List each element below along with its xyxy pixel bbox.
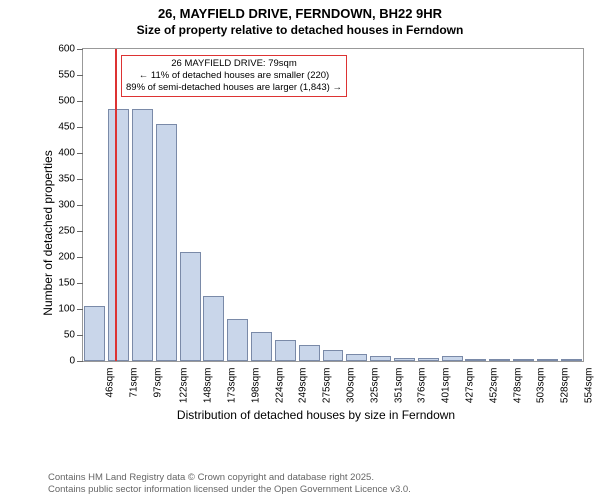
x-tick-label: 275sqm [321, 368, 332, 404]
histogram-bar [132, 109, 153, 361]
annotation-line-3: 89% of semi-detached houses are larger (… [126, 82, 342, 94]
y-tick [77, 205, 83, 206]
footer-line-1: Contains HM Land Registry data © Crown c… [48, 472, 411, 484]
histogram-bar [418, 358, 439, 361]
histogram-bar [323, 350, 344, 361]
annotation-line-2: ← 11% of detached houses are smaller (22… [126, 70, 342, 82]
x-tick-label: 122sqm [179, 368, 190, 404]
page-subtitle: Size of property relative to detached ho… [0, 23, 600, 39]
histogram-bar [180, 252, 201, 361]
histogram-bar [394, 358, 415, 361]
y-tick [77, 127, 83, 128]
y-tick-label: 600 [47, 44, 75, 55]
y-tick-label: 550 [47, 70, 75, 81]
x-tick-label: 376sqm [417, 368, 428, 404]
x-tick-label: 46sqm [104, 368, 115, 398]
y-tick-label: 150 [47, 278, 75, 289]
y-tick-label: 500 [47, 96, 75, 107]
y-tick [77, 283, 83, 284]
y-tick-label: 450 [47, 122, 75, 133]
y-tick-label: 100 [47, 304, 75, 315]
y-tick [77, 153, 83, 154]
histogram-bar [561, 359, 582, 361]
histogram-bar [489, 359, 510, 361]
histogram-bar [156, 124, 177, 361]
histogram-bar [275, 340, 296, 361]
x-tick-label: 401sqm [441, 368, 452, 404]
y-tick-label: 0 [47, 356, 75, 367]
histogram-bar [537, 359, 558, 361]
x-axis-label: Distribution of detached houses by size … [177, 408, 455, 422]
y-tick-label: 400 [47, 148, 75, 159]
x-tick-label: 325sqm [369, 368, 380, 404]
chart-container: 26, MAYFIELD DRIVE, FERNDOWN, BH22 9HR S… [0, 0, 600, 500]
x-tick-label: 452sqm [488, 368, 499, 404]
x-tick-label: 478sqm [512, 368, 523, 404]
y-tick [77, 49, 83, 50]
histogram-bar [84, 306, 105, 361]
histogram-bar [442, 356, 463, 361]
plot-area: 05010015020025030035040045050055060046sq… [82, 48, 584, 362]
footer-line-2: Contains public sector information licen… [48, 484, 411, 496]
histogram-bar [108, 109, 129, 361]
histogram-bar [251, 332, 272, 361]
x-tick-label: 148sqm [202, 368, 213, 404]
histogram-bar [465, 359, 486, 361]
y-tick [77, 179, 83, 180]
x-tick-label: 198sqm [250, 368, 261, 404]
x-tick-label: 71sqm [128, 368, 139, 398]
x-tick-label: 351sqm [393, 368, 404, 404]
x-tick-label: 300sqm [345, 368, 356, 404]
y-tick [77, 101, 83, 102]
y-tick [77, 75, 83, 76]
footer-attribution: Contains HM Land Registry data © Crown c… [48, 472, 411, 496]
y-tick [77, 309, 83, 310]
x-tick-label: 173sqm [226, 368, 237, 404]
x-tick-label: 554sqm [583, 368, 594, 404]
histogram-bar [203, 296, 224, 361]
annotation-line-1: 26 MAYFIELD DRIVE: 79sqm [126, 58, 342, 70]
chart-area: Number of detached properties 0501001502… [48, 48, 584, 418]
x-tick-label: 249sqm [298, 368, 309, 404]
histogram-bar [299, 345, 320, 361]
y-tick [77, 231, 83, 232]
y-tick-label: 50 [47, 330, 75, 341]
y-tick-label: 300 [47, 200, 75, 211]
x-tick-label: 528sqm [560, 368, 571, 404]
x-tick-label: 503sqm [536, 368, 547, 404]
page-title: 26, MAYFIELD DRIVE, FERNDOWN, BH22 9HR [0, 0, 600, 23]
histogram-bar [346, 354, 367, 361]
y-tick-label: 350 [47, 174, 75, 185]
histogram-bar [513, 359, 534, 361]
y-tick [77, 361, 83, 362]
x-tick-label: 224sqm [274, 368, 285, 404]
histogram-bar [370, 356, 391, 361]
histogram-bar [227, 319, 248, 361]
x-tick-label: 427sqm [464, 368, 475, 404]
y-tick-label: 200 [47, 252, 75, 263]
x-tick-label: 97sqm [152, 368, 163, 398]
y-tick-label: 250 [47, 226, 75, 237]
property-marker-line [115, 49, 117, 361]
y-tick [77, 335, 83, 336]
annotation-box: 26 MAYFIELD DRIVE: 79sqm← 11% of detache… [121, 55, 347, 97]
y-tick [77, 257, 83, 258]
